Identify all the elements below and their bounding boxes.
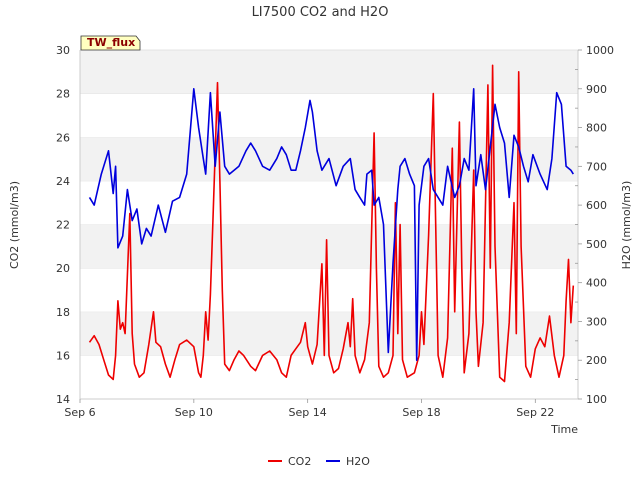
series-line-h2o [88, 88, 574, 362]
y2-tick-label: 200 [586, 354, 607, 367]
y-tick-label: 16 [56, 349, 70, 362]
y-tick-label: 28 [56, 88, 70, 101]
y2-tick-label: 100 [586, 393, 607, 406]
series-lines [88, 64, 575, 383]
x-tick-label: Sep 22 [516, 406, 554, 419]
y2-axis-label: H2O (mmol/m3) [620, 181, 633, 270]
x-tick-label: Sep 6 [64, 406, 95, 419]
x-tick-label: Sep 18 [402, 406, 440, 419]
y2-tick-label: 600 [586, 199, 607, 212]
y2-tick-label: 700 [586, 160, 607, 173]
grid-band [80, 355, 578, 399]
x-axis-label: Time [550, 423, 578, 436]
legend-label-co2: CO2 [288, 455, 311, 468]
y2-tick-label: 1000 [586, 44, 614, 57]
grid-band [80, 224, 578, 269]
x-tick-label: Sep 10 [175, 406, 213, 419]
right-axis: 100 200 300 400 500 600 700 800 900 1000 [575, 44, 614, 406]
chart-title: LI7500 CO2 and H2O [252, 5, 389, 20]
y2-tick-label: 300 [586, 315, 607, 328]
series-line-co2 [88, 64, 575, 383]
grid-band [80, 268, 578, 312]
y2-tick-label: 400 [586, 277, 607, 290]
site-tag: TW_flux [80, 35, 141, 51]
y2-tick-label: 800 [586, 122, 607, 135]
y-tick-label: 18 [56, 306, 70, 319]
y-tick-label: 26 [56, 131, 70, 144]
y-tick-label: 30 [56, 44, 70, 57]
y-tick-label: 22 [56, 219, 70, 232]
y2-tick-label: 900 [586, 83, 607, 96]
y-tick-label: 20 [56, 262, 70, 275]
y2-tick-label: 500 [586, 238, 607, 251]
site-tag-label: TW_flux [87, 36, 135, 49]
x-axis: Sep 6 Sep 10 Sep 14 Sep 18 Sep 22 [64, 399, 554, 419]
left-axis: 14 16 18 20 22 24 26 28 30 [56, 44, 70, 406]
legend: CO2 H2O [268, 455, 370, 468]
grid-band [80, 50, 578, 94]
y-axis-label: CO2 (mmol/m3) [8, 181, 21, 269]
x-tick-label: Sep 14 [289, 406, 327, 419]
y-tick-label: 14 [56, 393, 70, 406]
legend-label-h2o: H2O [346, 455, 370, 468]
grid-band [80, 93, 578, 138]
y-tick-label: 24 [56, 175, 70, 188]
